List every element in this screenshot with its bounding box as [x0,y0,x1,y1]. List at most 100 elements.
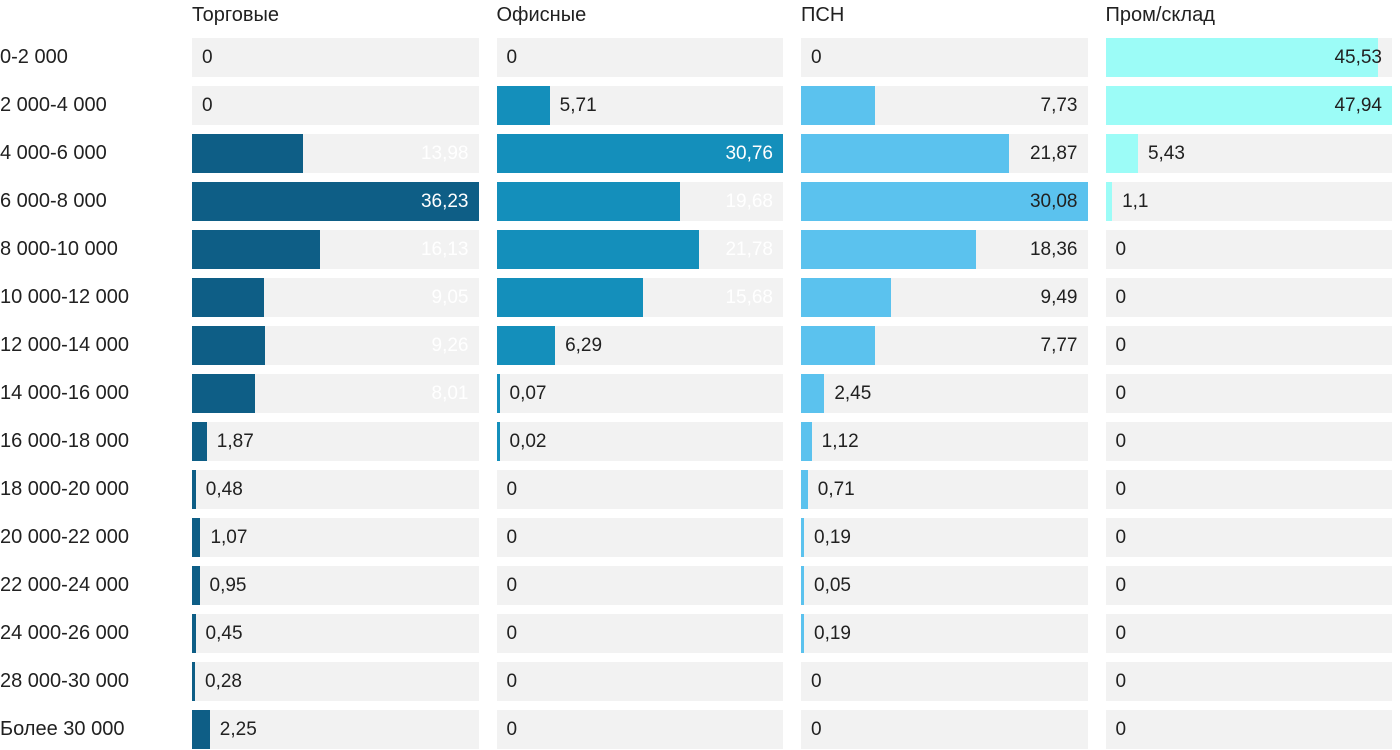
bar-track: 0 [1105,326,1392,365]
bar-track: 5,43 [1105,134,1392,173]
value-label: 9,05 [431,287,469,308]
bar [192,374,256,413]
bar [1105,134,1138,173]
bar [192,566,200,605]
bar [192,134,303,173]
bar [1105,182,1113,221]
bar-track: 7,77 [801,326,1088,365]
bar [496,134,783,173]
value-label: 15,68 [725,287,773,308]
column-header-torgovye: Торговые [192,4,280,26]
bar-track: 0,19 [801,614,1088,653]
value-label: 0,05 [814,575,851,596]
bar-track: 9,05 [192,278,479,317]
value-label: 2,25 [219,719,257,740]
bar [801,86,875,125]
row-label: 8 000-10 000 [0,238,118,260]
bar-track: 9,26 [192,326,479,365]
bar [801,470,808,509]
bar [801,230,976,269]
value-label: 6,29 [565,335,603,356]
value-label: 0 [1115,287,1127,308]
value-label: 0 [506,527,518,548]
value-label: 0 [1115,239,1127,260]
bar-track: 0 [1105,470,1392,509]
row-label: 4 000-6 000 [0,142,107,164]
bar-track: 0 [1105,374,1392,413]
value-label: 36,23 [420,191,469,212]
bar [496,326,556,365]
bar [192,614,196,653]
bar-track: 0 [1105,518,1392,557]
column-header-ofisnye: Офисные [496,4,587,26]
bar-track: 0 [496,710,783,749]
value-label: 0,95 [209,575,247,596]
value-label: 5,43 [1147,143,1185,164]
bar-track: 2,45 [801,374,1088,413]
row-label: 16 000-18 000 [0,430,130,452]
value-label: 0,71 [817,479,855,500]
row-label: 28 000-30 000 [0,670,130,692]
value-label: 0,45 [205,623,243,644]
bar-track: 1,1 [1105,182,1392,221]
bar-track: 0,48 [192,470,479,509]
row-label: 22 000-24 000 [0,574,130,596]
row-label: 0-2 000 [0,46,68,68]
bar-track: 0 [1105,710,1392,749]
bar-track: 45,53 [1105,38,1392,77]
bar [801,134,1010,173]
bar [801,182,1088,221]
bar-track: 0 [801,662,1088,701]
bar [1105,38,1378,77]
value-label: 21,78 [725,239,773,260]
value-label: 9,26 [431,335,469,356]
bar [801,518,804,557]
bar [192,518,201,557]
bar-track: 0 [192,38,479,77]
bar [192,278,264,317]
row-label: 20 000-22 000 [0,526,130,548]
bar [1105,86,1392,125]
bar-track: 47,94 [1105,86,1392,125]
value-label: 16,13 [420,239,469,260]
bar [801,278,892,317]
value-label: 1,87 [216,431,254,452]
value-label: 0,19 [814,527,851,548]
row-label: 18 000-20 000 [0,478,130,500]
value-label: 0,07 [509,383,547,404]
value-label: 13,98 [420,143,469,164]
bar-track: 0 [192,86,479,125]
bar-track: 0 [1105,422,1392,461]
value-label: 47,94 [1334,95,1382,116]
value-label: 0 [811,47,822,68]
column-header-prom-sklad: Пром/склад [1105,4,1215,26]
value-label: 0 [1115,383,1127,404]
bar [496,374,500,413]
bar-track: 0,28 [192,662,479,701]
value-label: 18,36 [1029,239,1078,260]
bar-track: 0 [1105,278,1392,317]
bar-track: 0 [496,566,783,605]
column-header-psn: ПСН [801,4,845,26]
bar-track: 0 [801,38,1088,77]
value-label: 0 [506,479,518,500]
bar-track: 19,68 [496,182,783,221]
value-label: 0,48 [205,479,243,500]
value-label: 30,08 [1029,191,1078,212]
bar-track: 21,87 [801,134,1088,173]
bar-track: 0,45 [192,614,479,653]
value-label: 9,49 [1040,287,1078,308]
bar [801,566,804,605]
bar [801,326,875,365]
value-label: 0 [506,623,518,644]
row-label: 6 000-8 000 [0,190,107,212]
bar [801,614,804,653]
value-label: 1,12 [821,431,859,452]
value-label: 0 [506,575,518,596]
value-label: 1,1 [1122,191,1149,212]
bar-track: 0 [801,710,1088,749]
bar-track: 0 [496,614,783,653]
row-label: 14 000-16 000 [0,382,130,404]
column-headers: Торговые Офисные ПСН Пром/склад [0,0,1392,38]
value-label: 0 [1115,623,1127,644]
